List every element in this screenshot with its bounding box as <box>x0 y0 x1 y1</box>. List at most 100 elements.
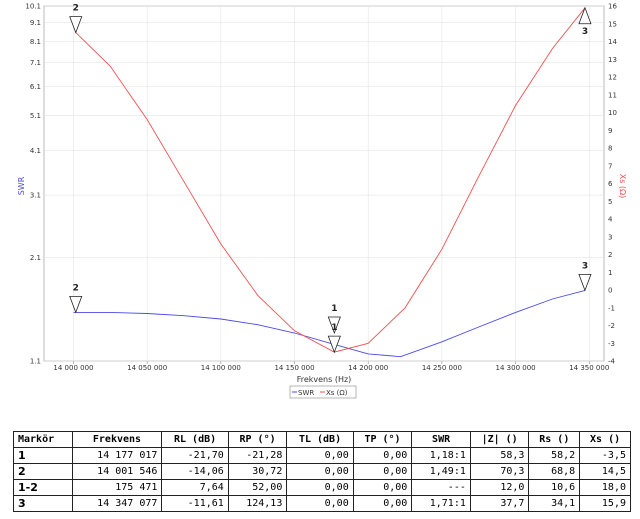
y-right-tick-label: 15 <box>608 20 617 28</box>
marker-label: 3 <box>582 27 588 37</box>
y-right-tick-label: 12 <box>608 74 617 82</box>
table-cell: 1,49:1 <box>411 463 471 480</box>
table-cell: 1,71:1 <box>411 495 471 512</box>
table-cell: 0,00 <box>286 447 354 464</box>
x-tick-label: 14 100 000 <box>201 364 241 372</box>
plot-area <box>43 5 605 362</box>
table-cell: 1,18:1 <box>411 447 471 464</box>
col-header: Markör <box>13 431 73 448</box>
y-left-tick-label: 6.1 <box>30 83 41 91</box>
marker-triangle <box>327 335 341 354</box>
y-left-tick-label: 9.1 <box>30 19 41 27</box>
y-right-axis-label: Xs (Ω) <box>618 174 627 199</box>
y-left-tick-label: 4.1 <box>30 147 41 155</box>
col-header: Frekvens <box>71 431 163 448</box>
grid <box>44 5 604 364</box>
table-cell: 52,00 <box>227 479 288 496</box>
y-right-tick-label: 0 <box>608 287 612 295</box>
marker-table: Markör Frekvens RL (dB) RP (°) TL (dB) T… <box>13 431 631 512</box>
y-left-tick-label: 3.1 <box>30 192 41 200</box>
x-tick-label: 14 050 000 <box>127 364 167 372</box>
table-cell: 15,9 <box>579 495 631 512</box>
table-cell: 30,72 <box>227 463 288 480</box>
y-right-tick-label: 10 <box>608 109 617 117</box>
table-cell: 3 <box>13 495 73 512</box>
y-right-tick-label: 13 <box>608 56 617 64</box>
y-right-tick-label: 6 <box>608 180 613 188</box>
table-row: 1 14 177 017 -21,70 -21,28 0,00 0,00 1,1… <box>13 447 631 464</box>
table-cell: 0,00 <box>352 495 413 512</box>
table-cell: --- <box>411 479 471 496</box>
y-right-tick-label: 11 <box>608 91 617 99</box>
col-header: TP (°) <box>352 431 413 448</box>
table-row: 1-2 175 471 7,64 52,00 0,00 0,00 --- 12,… <box>13 479 631 496</box>
table-cell: 0,00 <box>286 479 354 496</box>
marker-triangle <box>69 16 83 34</box>
table-cell: 58,2 <box>528 447 581 464</box>
x-tick-label: 14 000 000 <box>53 364 93 372</box>
y-left-tick-labels: 1.1 2.1 3.1 4.1 5.1 6.1 7.1 8.1 9.1 10.1 <box>25 3 41 366</box>
y-left-axis-label: SWR <box>17 176 26 195</box>
table-cell: 14 177 017 <box>71 447 163 464</box>
frequency-chart: 14 000 000 14 050 000 14 100 000 14 150 000… <box>17 3 627 399</box>
col-header: |Z| () <box>469 431 530 448</box>
col-header: SWR <box>411 431 471 448</box>
table-cell: 1-2 <box>13 479 73 496</box>
marker-triangle <box>327 316 341 335</box>
marker-table-wrapper: Markör Frekvens RL (dB) RP (°) TL (dB) T… <box>13 431 631 512</box>
y-left-tick-label: 1.1 <box>30 358 41 366</box>
x-tick-label: 14 200 000 <box>348 364 388 372</box>
table-cell: 37,7 <box>469 495 530 512</box>
table-cell: 14 347 077 <box>71 495 163 512</box>
marker-label: 1 <box>331 323 337 333</box>
marker-label: 2 <box>73 4 79 14</box>
legend-swr: SWR <box>298 389 314 397</box>
col-header: Rs () <box>528 431 581 448</box>
table-cell: -3,5 <box>579 447 631 464</box>
marker-label: 3 <box>582 261 588 271</box>
table-cell: 7,64 <box>161 479 229 496</box>
y-right-tick-label: 9 <box>608 127 612 135</box>
y-right-tick-label: 2 <box>608 251 612 259</box>
marker-triangle <box>578 273 592 292</box>
col-header: Xs () <box>579 431 631 448</box>
marker-triangle <box>578 6 592 25</box>
markers: 2 1 3 2 1 3 <box>69 4 592 354</box>
table-header-row: Markör Frekvens RL (dB) RP (°) TL (dB) T… <box>13 431 631 448</box>
y-left-tick-label: 10.1 <box>25 3 41 11</box>
y-right-tick-label: 16 <box>608 3 617 11</box>
table-cell: 124,13 <box>227 495 288 512</box>
table-cell: 0,00 <box>286 463 354 480</box>
table-cell: 58,3 <box>469 447 530 464</box>
col-header: RL (dB) <box>161 431 229 448</box>
col-header: TL (dB) <box>286 431 354 448</box>
table-cell: 175 471 <box>71 479 163 496</box>
table-cell: 12,0 <box>469 479 530 496</box>
y-left-tick-label: 8.1 <box>30 38 41 46</box>
y-right-tick-label: 4 <box>608 216 613 224</box>
table-cell: 0,00 <box>352 463 413 480</box>
marker-label: 1 <box>331 304 337 314</box>
table-cell: 1 <box>13 447 73 464</box>
table-cell: 70,3 <box>469 463 530 480</box>
y-right-tick-label: -4 <box>608 358 616 366</box>
table-cell: 14 001 546 <box>71 463 163 480</box>
table-cell: 2 <box>13 463 73 480</box>
table-row: 3 14 347 077 -11,61 124,13 0,00 0,00 1,7… <box>13 495 631 512</box>
x-tick-label: 14 300 000 <box>496 364 536 372</box>
table-cell: 0,00 <box>352 447 413 464</box>
table-cell: -14,06 <box>161 463 229 480</box>
y-right-tick-label: 5 <box>608 198 612 206</box>
y-right-tick-label: 1 <box>608 269 612 277</box>
table-cell: -21,70 <box>161 447 229 464</box>
table-cell: -21,28 <box>227 447 288 464</box>
table-cell: 0,00 <box>286 495 354 512</box>
x-tick-labels: 14 000 000 14 050 000 14 100 000 14 150 000… <box>53 364 609 372</box>
y-right-tick-label: 8 <box>608 145 612 153</box>
y-right-tick-label: -3 <box>608 340 615 348</box>
y-right-tick-label: 14 <box>608 38 617 46</box>
col-header: RP (°) <box>227 431 288 448</box>
y-left-tick-label: 2.1 <box>30 254 41 262</box>
y-left-tick-label: 7.1 <box>30 59 41 67</box>
